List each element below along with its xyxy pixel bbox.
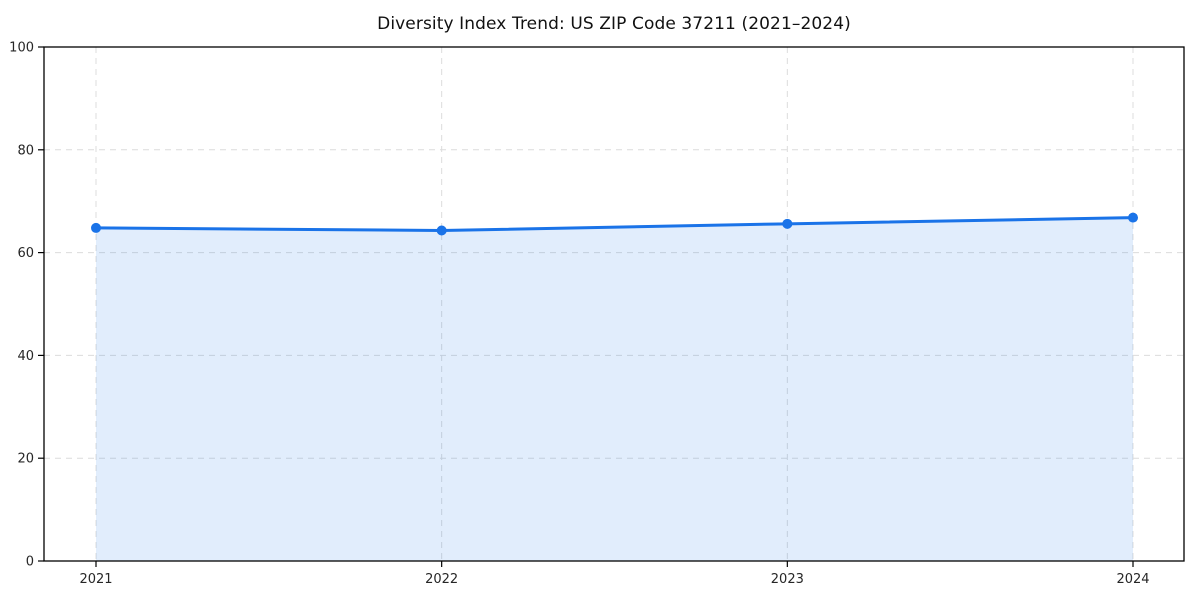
trend-line-path — [94, 216, 1135, 232]
x-tick-label: 2023 — [771, 572, 804, 587]
data-point-marker — [782, 218, 793, 229]
y-tick-label: 40 — [17, 349, 34, 364]
plot-frame — [43, 46, 1185, 562]
area-fill — [96, 217, 1133, 561]
x-tick-label: 2021 — [79, 572, 112, 587]
y-tick-label: 80 — [17, 143, 34, 158]
data-point-marker — [91, 222, 101, 233]
y-tick-label: 100 — [9, 41, 34, 56]
gridlines — [44, 47, 1184, 561]
tick-labels: 0 20 40 60 80 100 2021 2022 2023 2024 — [9, 41, 1149, 588]
y-tick-label: 60 — [17, 246, 34, 261]
data-point-marker — [436, 225, 447, 236]
axes — [38, 46, 1185, 567]
trend-line — [94, 216, 1135, 232]
x-tick-label: 2022 — [425, 572, 458, 587]
area-fill-path — [96, 217, 1133, 561]
x-tick-label: 2024 — [1116, 572, 1149, 587]
data-point-marker — [1128, 212, 1138, 223]
y-tick-label: 20 — [17, 452, 34, 467]
y-tick-label: 0 — [26, 555, 34, 570]
data-points — [91, 212, 1138, 236]
chart-title: Diversity Index Trend: US ZIP Code 37211… — [377, 14, 851, 34]
